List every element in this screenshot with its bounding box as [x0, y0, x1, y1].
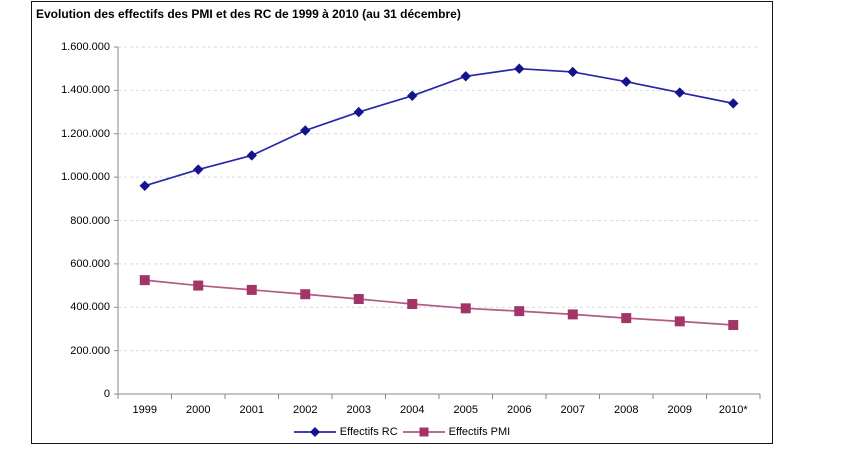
series-line-diamond — [144, 67, 734, 187]
data-point-square — [353, 294, 364, 305]
legend-item: Effectifs RC — [293, 426, 398, 438]
data-point-diamond — [514, 63, 525, 74]
legend-item: Effectifs PMI — [402, 426, 511, 438]
data-point-diamond — [246, 150, 257, 161]
data-point-diamond — [300, 125, 311, 136]
chart-title: Evolution des effectifs des PMI et des R… — [36, 7, 461, 21]
legend-marker-diamond — [309, 427, 320, 437]
legend-marker-square — [419, 427, 429, 437]
data-point-square — [728, 320, 739, 331]
data-point-square — [460, 303, 471, 314]
data-point-square — [567, 309, 578, 320]
data-point-square — [246, 284, 257, 295]
chart-legend: Effectifs RC Effectifs PMI — [32, 424, 772, 440]
legend-label: Effectifs PMI — [448, 426, 511, 438]
data-point-diamond — [674, 87, 685, 98]
data-point-diamond — [567, 66, 578, 78]
data-point-diamond — [353, 106, 364, 118]
data-point-square — [139, 275, 150, 286]
series-line-square — [144, 279, 734, 326]
data-point-square — [674, 316, 685, 327]
legend-swatch-square — [402, 427, 445, 437]
data-point-diamond — [407, 90, 418, 101]
data-point-diamond — [193, 164, 204, 175]
data-point-diamond — [139, 180, 150, 191]
data-point-square — [300, 289, 311, 300]
data-point-diamond — [460, 71, 471, 82]
data-point-square — [621, 313, 632, 324]
data-point-diamond — [728, 98, 739, 109]
legend-label: Effectifs RC — [339, 426, 398, 438]
data-point-square — [407, 298, 418, 309]
data-point-diamond — [621, 76, 632, 87]
plot-svg — [114, 46, 761, 399]
data-point-square — [514, 306, 525, 317]
data-point-square — [193, 280, 204, 291]
chart-frame: Evolution des effectifs des PMI et des R… — [31, 1, 773, 444]
legend-swatch-diamond — [293, 427, 336, 437]
